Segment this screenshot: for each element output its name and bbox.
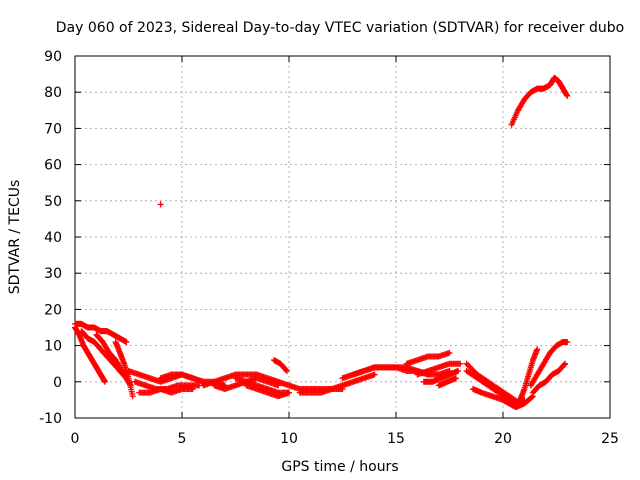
x-tick-label: 0 <box>71 431 80 447</box>
data-point <box>123 338 130 345</box>
chart-title: Day 060 of 2023, Sidereal Day-to-day VTE… <box>56 20 624 36</box>
y-tick-label: 60 <box>44 158 62 174</box>
data-point <box>561 361 568 368</box>
series-arc-13 <box>243 382 292 400</box>
data-points <box>72 74 571 411</box>
x-tick-label: 15 <box>387 431 405 447</box>
series-arc-26 <box>500 393 536 411</box>
series-arc-19 <box>403 349 453 367</box>
series-arc-10 <box>200 371 292 389</box>
data-point <box>283 367 290 374</box>
grid-lines <box>75 56 610 418</box>
y-tick-label: 40 <box>44 230 62 246</box>
data-point <box>564 338 571 345</box>
x-tick-label: 20 <box>494 431 512 447</box>
series-arc-27 <box>517 346 541 403</box>
x-tick-label: 25 <box>601 431 619 447</box>
data-point <box>452 375 459 382</box>
data-point <box>528 394 535 401</box>
data-point <box>446 349 453 356</box>
y-tick-label: -10 <box>39 411 62 427</box>
data-point <box>283 367 290 374</box>
data-point <box>371 371 378 378</box>
y-tick-label: 90 <box>44 49 62 65</box>
y-tick-label: 70 <box>44 121 62 137</box>
series-arc-28 <box>527 338 571 389</box>
series-arc-21 <box>420 367 462 385</box>
data-point <box>455 367 462 374</box>
series-arc-30 <box>157 201 164 208</box>
data-point <box>564 92 571 99</box>
data-point <box>534 346 541 353</box>
y-tick-label: 80 <box>44 85 62 101</box>
y-axis-label: SDTVAR / TECUs <box>7 180 23 295</box>
series-arc-16 <box>296 386 346 396</box>
data-point <box>129 393 136 400</box>
y-tick-label: 0 <box>53 375 62 391</box>
series-arc-14 <box>271 357 290 374</box>
x-tick-label: 5 <box>178 431 187 447</box>
data-point <box>457 360 464 367</box>
data-point <box>157 201 164 208</box>
y-tick-label: 10 <box>44 339 62 355</box>
series-arc-22 <box>435 375 459 389</box>
series-arc-29 <box>529 360 569 396</box>
series-arc-11 <box>211 375 282 393</box>
series-arc-18 <box>350 364 432 378</box>
y-tick-label: 30 <box>44 266 62 282</box>
data-point <box>562 360 569 367</box>
series-arc-2 <box>72 324 108 385</box>
data-point <box>101 378 108 385</box>
y-tick-label: 50 <box>44 194 62 210</box>
series-arc-20 <box>414 360 464 378</box>
data-point <box>275 382 282 389</box>
y-tick-label: 20 <box>44 302 62 318</box>
series-arc-8 <box>136 386 196 396</box>
x-tick-label: 10 <box>280 431 298 447</box>
data-point <box>339 386 346 393</box>
axis-ticks: 0 5 10 15 20 25 -10 0 10 20 30 40 50 60 70 80 90 <box>39 49 619 447</box>
series-arc-1 <box>72 320 130 345</box>
data-point <box>189 386 196 393</box>
x-axis-label: GPS time / hours <box>281 459 398 475</box>
series-arc-31 <box>508 74 571 128</box>
data-point <box>286 389 292 396</box>
series-arc-5 <box>112 338 136 400</box>
